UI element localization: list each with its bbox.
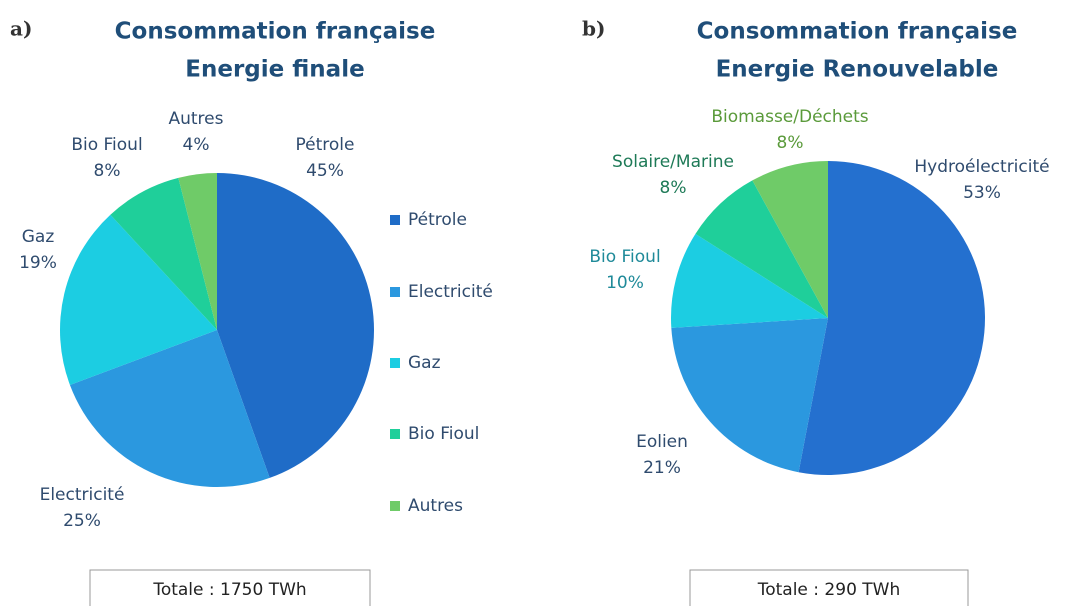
legend-label: Electricité [408,282,493,302]
legend-label: Pétrole [408,210,467,230]
chart-title: Consommation française [115,19,436,45]
slice-category: Pétrole [296,135,355,155]
pie-slice [217,173,374,478]
pie-slice [671,318,828,473]
total-text: Totale : 1750 TWh [152,580,306,600]
slice-value: 53% [963,183,1001,203]
pie-slice [178,173,217,330]
chart-subtitle: Energie Renouvelable [716,57,999,83]
slice-category: Gaz [22,227,55,247]
pie-slice [752,161,828,318]
panel-label: a) [10,17,32,41]
panel-label: b) [582,17,605,41]
legend-swatch [390,287,400,297]
pie-slice [60,214,218,385]
slice-category: Eolien [636,432,688,452]
chart-title: Consommation française [697,19,1018,45]
pie-slice [798,161,986,476]
chart-subtitle: Energie finale [185,57,364,83]
slice-value: 45% [306,161,344,181]
total-box [89,569,371,606]
slice-value: 4% [183,135,210,155]
total-text: Totale : 290 TWh [757,580,901,600]
slice-category: Bio Fioul [589,247,660,267]
slice-value: 8% [660,178,687,198]
pie-slice [110,177,217,330]
slice-category: Biomasse/Déchets [711,107,868,127]
legend-swatch [390,501,400,511]
slice-category: Electricité [40,485,125,505]
legend-swatch [390,358,400,368]
slice-category: Autres [168,109,223,129]
slice-value: 21% [643,458,681,478]
slice-category: Bio Fioul [71,135,142,155]
slice-value: 8% [94,161,121,181]
slice-value: 19% [19,253,57,273]
slice-category: Hydroélectricité [914,157,1049,177]
pie-slice [671,233,828,328]
pie-slice [69,330,270,487]
legend-label: Autres [408,496,463,516]
slice-category: Solaire/Marine [612,152,734,172]
legend-swatch [390,215,400,225]
pie-slice [695,180,828,318]
slice-value: 25% [63,511,101,531]
slice-value: 10% [606,273,644,293]
legend-swatch [390,429,400,439]
legend-label: Bio Fioul [408,424,479,444]
legend-label: Gaz [408,353,441,373]
slice-value: 8% [777,133,804,153]
total-box [689,569,969,606]
